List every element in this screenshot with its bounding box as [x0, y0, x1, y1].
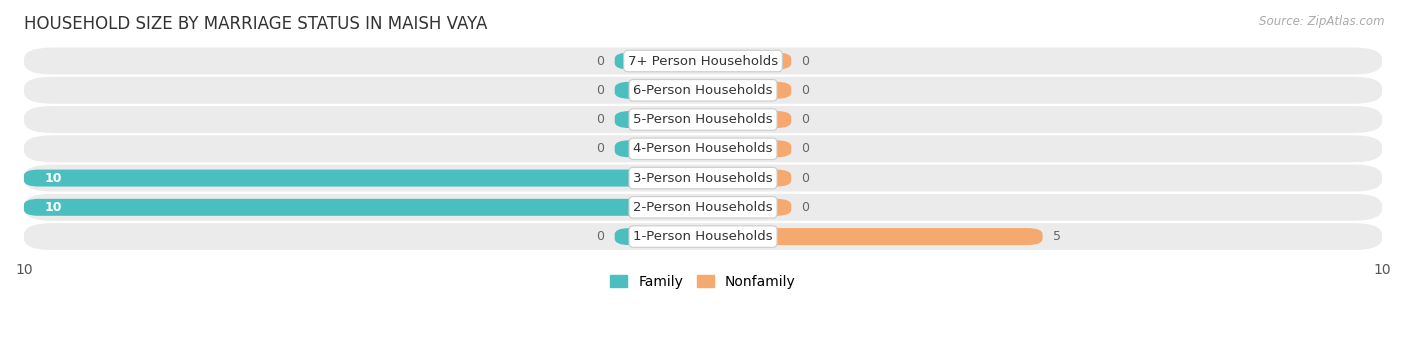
Text: 1-Person Households: 1-Person Households [633, 230, 773, 243]
FancyBboxPatch shape [24, 77, 1382, 104]
Text: 2-Person Households: 2-Person Households [633, 201, 773, 214]
FancyBboxPatch shape [614, 140, 703, 157]
FancyBboxPatch shape [703, 82, 792, 99]
Text: 3-Person Households: 3-Person Households [633, 172, 773, 184]
Text: 0: 0 [801, 113, 810, 126]
Text: 0: 0 [801, 55, 810, 68]
Legend: Family, Nonfamily: Family, Nonfamily [605, 269, 801, 294]
Text: 10: 10 [44, 172, 62, 184]
FancyBboxPatch shape [703, 228, 1043, 245]
Text: HOUSEHOLD SIZE BY MARRIAGE STATUS IN MAISH VAYA: HOUSEHOLD SIZE BY MARRIAGE STATUS IN MAI… [24, 15, 488, 33]
FancyBboxPatch shape [703, 140, 792, 157]
Text: 5-Person Households: 5-Person Households [633, 113, 773, 126]
Text: Source: ZipAtlas.com: Source: ZipAtlas.com [1260, 15, 1385, 28]
FancyBboxPatch shape [703, 53, 792, 70]
Text: 0: 0 [596, 55, 605, 68]
Text: 0: 0 [596, 142, 605, 155]
FancyBboxPatch shape [24, 135, 1382, 162]
FancyBboxPatch shape [703, 111, 792, 128]
Text: 7+ Person Households: 7+ Person Households [628, 55, 778, 68]
FancyBboxPatch shape [24, 199, 703, 216]
FancyBboxPatch shape [24, 106, 1382, 133]
Text: 0: 0 [801, 201, 810, 214]
FancyBboxPatch shape [614, 228, 703, 245]
FancyBboxPatch shape [614, 111, 703, 128]
FancyBboxPatch shape [24, 165, 1382, 192]
Text: 5: 5 [1053, 230, 1060, 243]
Text: 4-Person Households: 4-Person Households [633, 142, 773, 155]
Text: 6-Person Households: 6-Person Households [633, 84, 773, 97]
FancyBboxPatch shape [614, 82, 703, 99]
Text: 0: 0 [801, 84, 810, 97]
FancyBboxPatch shape [703, 199, 792, 216]
Text: 0: 0 [596, 230, 605, 243]
FancyBboxPatch shape [24, 223, 1382, 250]
FancyBboxPatch shape [24, 169, 703, 187]
Text: 0: 0 [801, 172, 810, 184]
FancyBboxPatch shape [703, 169, 792, 187]
Text: 0: 0 [596, 84, 605, 97]
Text: 0: 0 [801, 142, 810, 155]
FancyBboxPatch shape [24, 48, 1382, 74]
FancyBboxPatch shape [614, 53, 703, 70]
Text: 10: 10 [44, 201, 62, 214]
FancyBboxPatch shape [24, 194, 1382, 221]
Text: 0: 0 [596, 113, 605, 126]
